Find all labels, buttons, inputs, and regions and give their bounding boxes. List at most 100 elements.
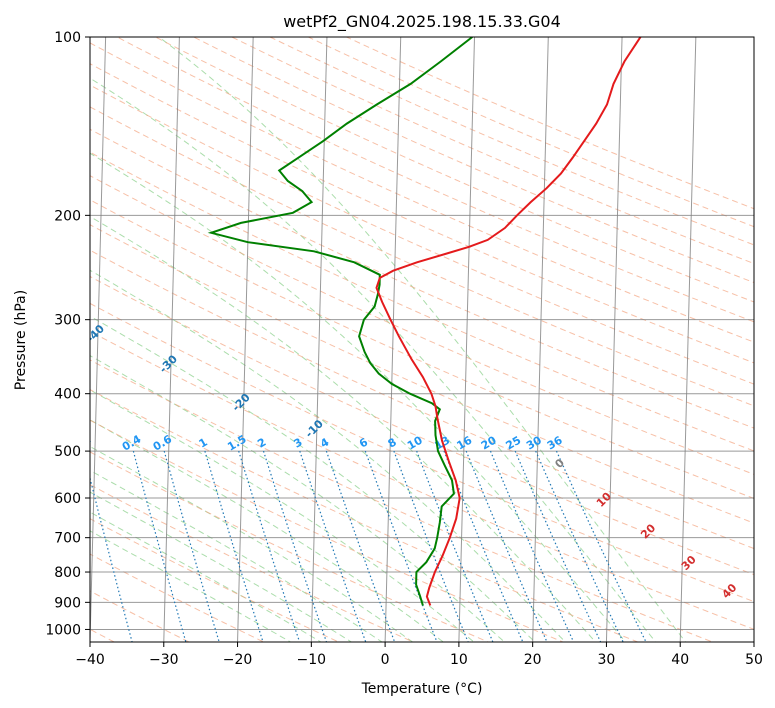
moist-adiabat bbox=[90, 511, 322, 642]
mixing-ratio-lines bbox=[90, 450, 647, 642]
mixing-ratio-line bbox=[262, 450, 328, 642]
isotherm bbox=[310, 37, 328, 642]
mixing-ratio-line bbox=[514, 450, 602, 642]
x-tick-label: 20 bbox=[524, 652, 542, 668]
isobars bbox=[90, 37, 754, 630]
mixing-ratio-line bbox=[489, 450, 575, 642]
temperature-line bbox=[375, 37, 642, 606]
dry-adiabat bbox=[90, 419, 565, 642]
moist-adiabat bbox=[90, 491, 353, 642]
dry-adiabats bbox=[90, 37, 754, 642]
x-axis: −40 −30 −20 −10 0 10 20 30 40 50 bbox=[75, 642, 763, 668]
moist-adiabat bbox=[90, 530, 292, 642]
mixing-ratio-label: 30 bbox=[524, 433, 544, 452]
y-tick-label: 100 bbox=[54, 30, 81, 46]
isotherm bbox=[163, 37, 180, 642]
mixing-ratio-line bbox=[465, 450, 548, 642]
isotherm-label: -20 bbox=[230, 391, 253, 414]
moist-adiabat bbox=[90, 315, 536, 642]
y-axis-title: Pressure (hPa) bbox=[13, 290, 29, 390]
mixing-ratio-label: 20 bbox=[479, 433, 499, 452]
moist-adiabats bbox=[90, 37, 687, 642]
mixing-ratio-line bbox=[555, 450, 647, 642]
moist-adiabat bbox=[90, 152, 627, 642]
dry-adiabat bbox=[90, 84, 754, 385]
y-tick-label: 200 bbox=[54, 208, 81, 224]
moist-adiabat bbox=[90, 269, 566, 642]
plot-area: -100-90-80-70-60-50-40-30-20-10 0.10.20.… bbox=[23, 37, 754, 642]
wetbulb-label: 20 bbox=[638, 521, 658, 541]
dry-adiabat bbox=[268, 37, 754, 246]
dry-adiabat bbox=[90, 590, 191, 642]
isotherm bbox=[384, 37, 402, 642]
dry-adiabat bbox=[90, 518, 340, 642]
dry-adiabat bbox=[307, 37, 754, 228]
isotherm bbox=[605, 37, 623, 642]
mixing-ratio-line bbox=[535, 450, 624, 642]
chart-title: wetPf2_GN04.2025.198.15.33.G04 bbox=[283, 12, 561, 32]
x-tick-label: 10 bbox=[450, 652, 468, 668]
y-tick-label: 900 bbox=[54, 595, 81, 611]
mixing-ratio-line bbox=[163, 450, 220, 642]
mixing-ratio-line bbox=[132, 450, 187, 642]
x-tick-label: −40 bbox=[75, 652, 105, 668]
mixing-ratio-label: 0.1 bbox=[23, 433, 46, 454]
moist-adiabat bbox=[90, 445, 414, 642]
dry-adiabat bbox=[90, 63, 754, 364]
mixing-ratio-label: 10 bbox=[405, 433, 425, 452]
mixing-ratio-label: 0.4 bbox=[120, 432, 144, 453]
dry-adiabat bbox=[230, 37, 754, 265]
mixing-ratio-line bbox=[238, 450, 301, 642]
y-axis: 100 200 300 400 500 600 700 800 900 1000 bbox=[45, 30, 90, 638]
dry-adiabat bbox=[90, 128, 754, 429]
x-tick-label: 40 bbox=[671, 652, 689, 668]
x-tick-label: 0 bbox=[381, 652, 390, 668]
dry-adiabat bbox=[90, 275, 754, 576]
y-tick-label: 300 bbox=[54, 313, 81, 329]
dewpoint-line bbox=[207, 37, 473, 606]
isotherm-label: -30 bbox=[157, 352, 180, 375]
isotherm-labels: -100-90-80-70-60-50-40-30-20-10 bbox=[84, 322, 326, 441]
mixing-ratio-label: 36 bbox=[545, 433, 565, 452]
dry-adiabat bbox=[90, 199, 754, 499]
y-tick-label: 400 bbox=[54, 387, 81, 403]
mixing-ratio-label: 0.2 bbox=[70, 433, 93, 454]
dry-adiabat bbox=[116, 37, 754, 323]
y-tick-label: 600 bbox=[54, 491, 81, 507]
x-tick-label: 50 bbox=[745, 652, 763, 668]
dry-adiabat bbox=[90, 451, 490, 642]
mixing-ratio-line bbox=[325, 450, 396, 642]
dry-adiabat bbox=[90, 302, 754, 603]
y-tick-label: 500 bbox=[54, 444, 81, 460]
dry-adiabat bbox=[90, 249, 754, 550]
x-tick-label: −20 bbox=[223, 652, 253, 668]
moist-adiabat bbox=[90, 469, 383, 642]
x-tick-label: 30 bbox=[598, 652, 616, 668]
mixing-ratio-label: 4 bbox=[318, 435, 331, 450]
mixing-ratio-line bbox=[299, 450, 367, 642]
isotherm-label: -40 bbox=[84, 322, 107, 345]
mixing-ratio-label: 1 bbox=[197, 436, 210, 451]
mixing-ratio-label: 2 bbox=[255, 436, 268, 451]
dry-adiabat bbox=[192, 37, 754, 284]
mixing-ratio-label: 1.5 bbox=[225, 433, 248, 454]
dry-adiabat bbox=[154, 37, 754, 303]
isotherm bbox=[90, 37, 107, 642]
moist-adiabat bbox=[90, 389, 475, 642]
isotherm bbox=[679, 37, 697, 642]
mixing-ratio-line bbox=[416, 450, 494, 642]
mixing-ratio-label: 6 bbox=[357, 435, 370, 450]
x-tick-label: −30 bbox=[149, 652, 179, 668]
y-tick-label: 700 bbox=[54, 531, 81, 547]
isotherm bbox=[237, 37, 254, 642]
plot-frame bbox=[89, 36, 755, 643]
mixing-ratio-label: 25 bbox=[504, 434, 524, 453]
wetbulb-label: 40 bbox=[719, 581, 739, 601]
mixing-ratio-label: 8 bbox=[386, 436, 399, 451]
x-axis-title: Temperature (°C) bbox=[361, 681, 483, 697]
dry-adiabat bbox=[90, 484, 415, 642]
mixing-ratio-labels: 0.1 0.2 0.4 0.6 1 1.5 2 3 4 6 8 10 13 16 20 25 30 36 bbox=[23, 432, 565, 454]
